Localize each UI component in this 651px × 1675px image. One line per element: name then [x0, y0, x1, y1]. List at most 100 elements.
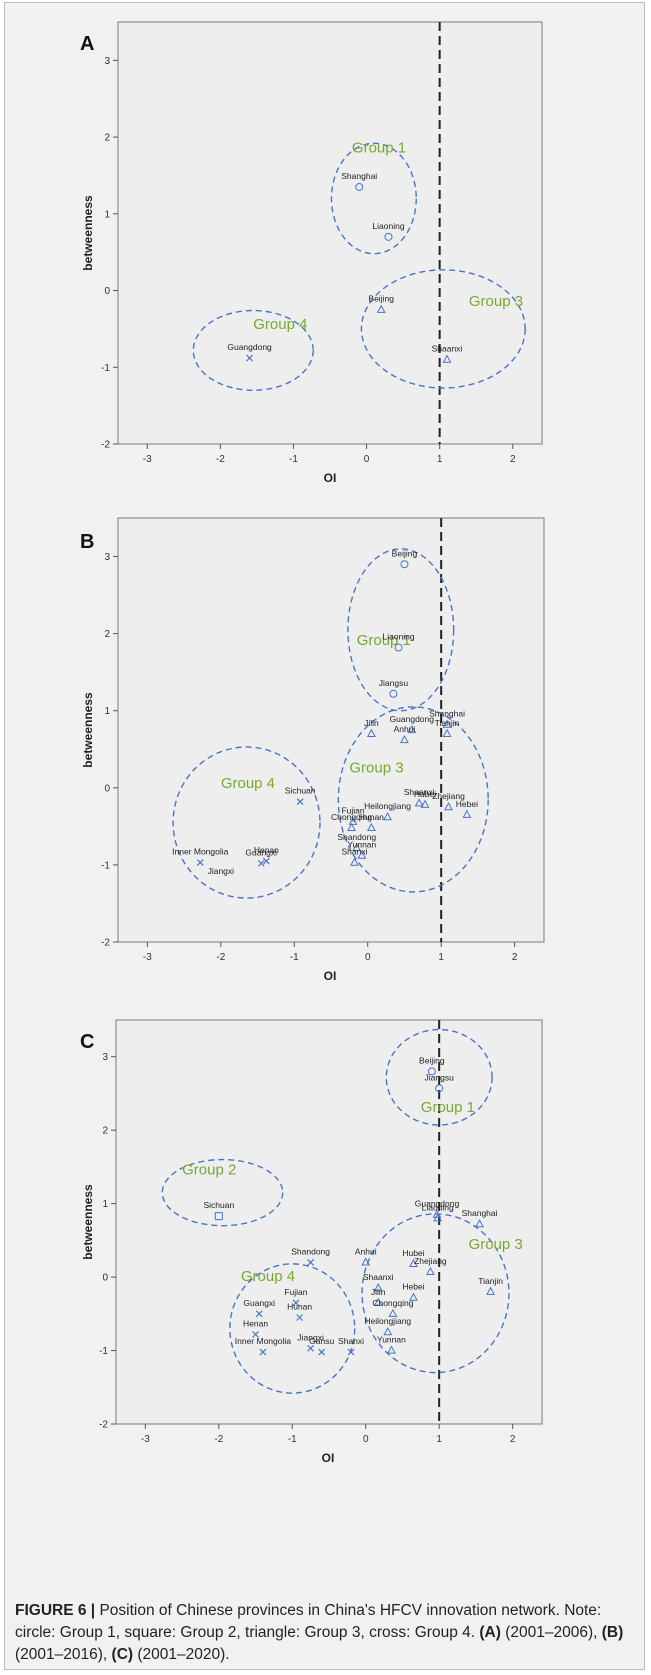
chart-panel-b: B -3 -2 -1 0 1 2 -2 -1 0 1 2 3 OI betweenness Group 1 Gr… — [80, 517, 545, 983]
point-triangle — [462, 809, 472, 818]
y-tick-label: 2 — [104, 133, 110, 144]
point-label: Shandong — [337, 832, 376, 842]
point-triangle — [400, 734, 409, 744]
point-label: Tianjin — [435, 718, 460, 728]
point-circle — [435, 1084, 444, 1093]
point-label: Jiangsu — [425, 1072, 455, 1082]
point-label: Liaoning — [383, 632, 415, 642]
point-label: Shanxi — [342, 847, 368, 857]
point-triangle — [366, 822, 376, 832]
group-label: Group 1 — [352, 139, 406, 156]
point-triangle — [376, 304, 386, 313]
point-label: Liaoning — [372, 221, 404, 231]
y-tick-label: 2 — [104, 629, 110, 640]
y-tick-label: 0 — [104, 286, 110, 297]
point-label: Zhejiang — [414, 1256, 447, 1266]
point-triangle — [432, 1209, 442, 1218]
group-ellipse — [161, 1158, 284, 1227]
caption-a-text: (2001–2006), — [500, 1624, 602, 1641]
point-label: Shanghai — [429, 709, 465, 719]
point-label: Fujian — [284, 1287, 307, 1297]
group-label: Group 3 — [469, 1236, 523, 1253]
x-tick-label: -1 — [289, 454, 298, 465]
point-cross — [257, 859, 265, 867]
point-cross — [262, 857, 270, 865]
point-triangle — [366, 728, 376, 737]
point-label: Anhui — [355, 1246, 377, 1256]
point-triangle — [373, 1283, 383, 1292]
point-square — [214, 1212, 223, 1221]
x-axis-label: OI — [324, 969, 337, 983]
y-tick-label: 3 — [104, 56, 110, 67]
point-triangle — [361, 1257, 371, 1266]
point-triangle — [420, 799, 430, 808]
point-circle — [427, 1067, 436, 1076]
point-label: Beijing — [368, 294, 394, 304]
group-ellipse — [337, 706, 489, 893]
point-label: Jilin — [371, 1287, 386, 1297]
group-ellipse — [192, 309, 314, 391]
point-label: Guangxi — [245, 847, 277, 857]
group-label: Group 4 — [253, 316, 307, 333]
group-label: Group 3 — [349, 759, 403, 776]
y-tick-label: 0 — [102, 1273, 108, 1284]
x-tick-label: -2 — [216, 454, 225, 465]
y-tick-label: -1 — [101, 860, 110, 871]
y-tick-label: -1 — [101, 363, 110, 374]
caption-text: Position of Chinese provinces in China's… — [15, 1602, 602, 1641]
x-axis-label: OI — [322, 1451, 335, 1465]
point-label: Chongqing — [331, 812, 372, 822]
point-label: Shanghai — [462, 1208, 498, 1218]
y-axis-label: betweenness — [81, 195, 95, 271]
point-label: Jilin — [364, 718, 379, 728]
point-label: Gansu — [309, 1336, 334, 1346]
point-cross — [318, 1348, 326, 1356]
group-ellipse — [361, 1213, 510, 1374]
point-label: Guangdong — [415, 1199, 460, 1209]
point-label: Inner Mongolia — [235, 1336, 292, 1346]
caption-figure-label: FIGURE 6 | — [15, 1602, 96, 1619]
point-cross — [246, 354, 254, 362]
group-label: Group 3 — [469, 293, 523, 310]
x-tick-label: -2 — [216, 952, 225, 963]
point-circle — [384, 232, 393, 241]
point-triangle — [409, 1258, 418, 1267]
point-cross — [196, 859, 204, 867]
panel-label: B — [80, 531, 94, 553]
point-label: Hunan — [359, 812, 384, 822]
point-label: Anhui — [394, 724, 416, 734]
point-label: Jiangxi — [208, 866, 235, 876]
group-ellipse — [385, 1028, 493, 1126]
point-label: Liaoning — [422, 1202, 454, 1212]
point-label: Sichuan — [203, 1200, 234, 1210]
point-label: Yunnan — [377, 1335, 406, 1345]
caption-b-label: (B) — [601, 1624, 624, 1641]
point-label: Shandong — [291, 1246, 330, 1256]
point-label: Jiangxi — [297, 1332, 324, 1342]
group-label: Group 2 — [182, 1161, 236, 1178]
point-cross — [296, 1314, 304, 1321]
x-axis-label: OI — [324, 471, 337, 485]
y-tick-label: 1 — [104, 706, 110, 717]
point-cross — [296, 798, 304, 806]
point-triangle — [373, 1297, 383, 1306]
point-cross — [347, 1348, 355, 1356]
x-tick-label: 0 — [363, 1434, 369, 1445]
point-triangle — [442, 728, 452, 737]
point-triangle — [357, 850, 367, 859]
point-label: Hebei — [456, 799, 478, 809]
group-ellipse — [360, 269, 526, 389]
x-tick-label: -3 — [141, 1434, 150, 1445]
group-label: Group 1 — [421, 1099, 475, 1116]
x-tick-label: 1 — [438, 952, 444, 963]
point-triangle — [407, 724, 417, 734]
x-tick-label: 0 — [364, 454, 370, 465]
point-cross — [255, 1310, 263, 1318]
point-label: Guangdong — [227, 342, 272, 352]
figure-caption: FIGURE 6 | Position of Chinese provinces… — [15, 1600, 635, 1666]
y-tick-label: -2 — [101, 440, 110, 451]
y-axis-label: betweenness — [81, 1184, 95, 1260]
caption-a-label: (A) — [479, 1624, 501, 1641]
x-tick-label: -3 — [143, 952, 152, 963]
x-tick-label: 1 — [437, 454, 443, 465]
